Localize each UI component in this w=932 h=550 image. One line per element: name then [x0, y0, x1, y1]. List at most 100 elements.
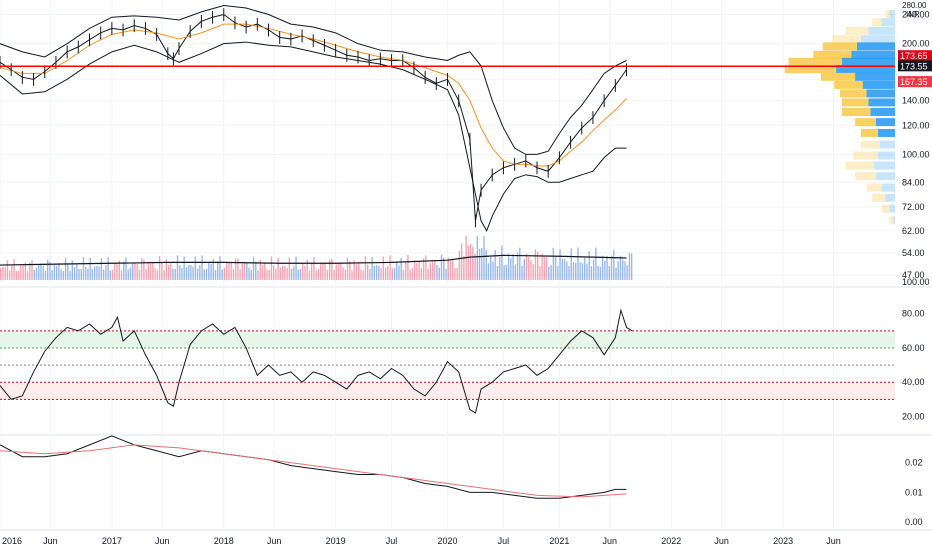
profile-up-bar	[889, 204, 895, 213]
profile-down-bar	[860, 128, 878, 137]
volume-bar	[552, 247, 555, 280]
profile-up-bar	[876, 172, 895, 181]
volume-bar	[174, 268, 176, 280]
volume-bar	[161, 262, 163, 280]
volume-bar	[123, 261, 125, 280]
volume-bar	[53, 263, 56, 280]
price-tick-label: 200.00	[902, 39, 930, 49]
volume-bar	[268, 269, 270, 280]
volume-bar	[91, 269, 94, 280]
volume-bar	[575, 262, 577, 280]
x-tick-label: Jun	[826, 536, 841, 546]
volume-bar	[617, 261, 619, 280]
volume-bar	[199, 264, 201, 280]
volume-bar	[608, 266, 610, 280]
price-badge-label: 173.65	[900, 51, 928, 61]
volume-bar	[183, 256, 185, 280]
volume-bar	[311, 262, 313, 280]
volume-bar	[248, 267, 250, 280]
volume-bar	[82, 257, 85, 280]
profile-down-bar	[784, 65, 837, 74]
profile-down-bar	[839, 89, 867, 98]
profile-down-bar	[866, 183, 882, 192]
volume-bar	[429, 262, 431, 280]
volume-bar	[333, 269, 335, 280]
volume-bar	[351, 270, 353, 280]
volume-bar	[566, 261, 568, 280]
volume-bar	[451, 260, 454, 280]
volume-bar	[125, 257, 127, 280]
ratio-panel[interactable]	[0, 435, 627, 499]
x-tick-label: 2021	[549, 536, 569, 546]
ratio-line	[0, 435, 627, 499]
volume-bar	[481, 247, 483, 280]
volume-bar	[364, 256, 367, 280]
volume-bar	[375, 264, 378, 280]
volume-bar	[610, 255, 613, 280]
price-panel[interactable]	[0, 4, 895, 232]
volume-bar	[185, 267, 188, 280]
volume-bar	[64, 257, 67, 280]
volume-bar	[210, 264, 212, 280]
profile-up-bar	[877, 151, 895, 160]
x-tick-label: Jun	[714, 536, 729, 546]
volume-bar	[194, 256, 197, 280]
volume-bar	[71, 260, 73, 280]
rsi-tick-label: 40.00	[902, 377, 925, 387]
volume-bar	[420, 268, 423, 280]
volume-bar	[147, 262, 150, 280]
volume-bar	[299, 268, 302, 280]
profile-up-bar	[841, 57, 895, 66]
volume-bar	[266, 269, 268, 280]
currency-label: INR	[906, 10, 920, 19]
volume-bar	[243, 263, 246, 280]
volume-bar	[255, 261, 257, 280]
volume-bar	[521, 265, 523, 280]
volume-bar	[528, 256, 530, 280]
volume-bar	[404, 262, 407, 280]
volume-bar	[503, 265, 505, 280]
volume-bar	[550, 265, 552, 280]
volume-bar	[597, 265, 599, 280]
volume-bar	[29, 262, 31, 280]
volume-bar	[507, 253, 510, 280]
volume-bar	[73, 267, 76, 280]
volume-bar	[525, 253, 528, 280]
volume-bar	[295, 256, 297, 280]
volume-bar	[0, 267, 2, 280]
volume-bar	[127, 269, 129, 280]
volume-bar	[288, 257, 291, 280]
volume-bar	[337, 262, 340, 280]
volume-bar	[134, 262, 136, 280]
volume-bar	[478, 248, 481, 280]
volume-bar	[326, 269, 329, 280]
volume-bar	[118, 260, 120, 280]
volume-bar	[138, 269, 141, 280]
volume-bar	[228, 262, 230, 280]
volume-bar	[537, 251, 539, 280]
volume-bar	[322, 264, 324, 280]
price-tick-label: 47.00	[902, 270, 925, 280]
profile-up-bar	[868, 98, 895, 107]
profile-down-bar	[872, 18, 882, 27]
volume-bar	[217, 261, 219, 280]
profile-up-bar	[857, 42, 895, 51]
volume-bar	[281, 265, 284, 280]
volume-bar	[116, 264, 118, 280]
volume-bar	[539, 266, 541, 280]
x-tick-label: Jul	[498, 536, 510, 546]
volume-bar	[111, 269, 114, 280]
price-tick-label: 100.00	[902, 149, 930, 159]
volume-bar	[445, 268, 447, 280]
volume-bar	[58, 263, 60, 280]
volume-bar	[487, 263, 490, 280]
volume-bar	[436, 264, 438, 280]
volume-bar	[548, 266, 550, 280]
price-badge	[898, 50, 932, 62]
volume-bar	[219, 256, 221, 280]
rsi-panel[interactable]	[0, 308, 895, 414]
volume-bar	[624, 261, 626, 280]
volume-bar	[422, 258, 425, 280]
volume-bar	[89, 258, 91, 280]
